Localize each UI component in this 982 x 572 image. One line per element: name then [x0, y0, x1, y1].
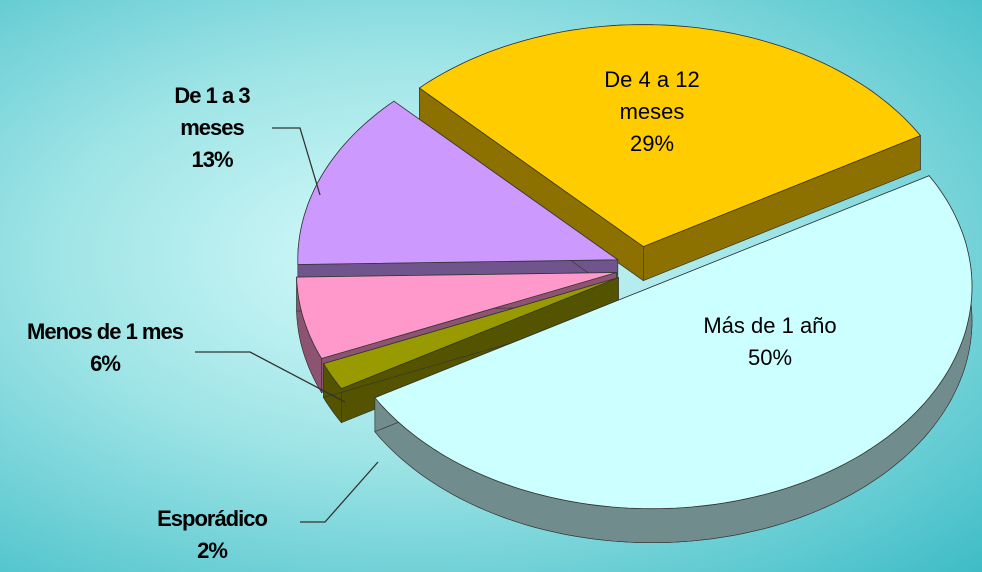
slice-value: 29% [629, 131, 675, 156]
pie-slice [296, 272, 617, 359]
pie-tops [296, 24, 973, 510]
slice-category: De 1 a 3 meses [174, 83, 250, 140]
slice-value: 13% [191, 147, 233, 172]
slice-category: De 4 a 12 meses [604, 67, 700, 124]
leader-line [195, 351, 346, 403]
slice-value: 2% [197, 538, 228, 563]
slice-category: Esporádico [157, 506, 268, 531]
leader-line [272, 127, 321, 196]
slice-category: Más de 1 año [703, 313, 837, 338]
slice-label: Menos de 1 mes 6% [10, 316, 200, 380]
slice-category: Menos de 1 mes [27, 319, 184, 344]
slice-label: Esporádico 2% [117, 503, 307, 567]
slice-label: De 4 a 12 meses 29% [577, 64, 727, 160]
slice-value: 50% [747, 345, 793, 370]
pie-slice [374, 175, 973, 510]
pie-slice [297, 100, 620, 265]
pie-slice [322, 277, 619, 390]
leader-lines [195, 127, 379, 523]
leader-line [300, 461, 379, 523]
slice-label: Más de 1 año 50% [650, 310, 890, 374]
slice-label: De 1 a 3 meses 13% [147, 80, 277, 176]
slice-value: 6% [90, 351, 121, 376]
pie-slice [418, 24, 922, 248]
